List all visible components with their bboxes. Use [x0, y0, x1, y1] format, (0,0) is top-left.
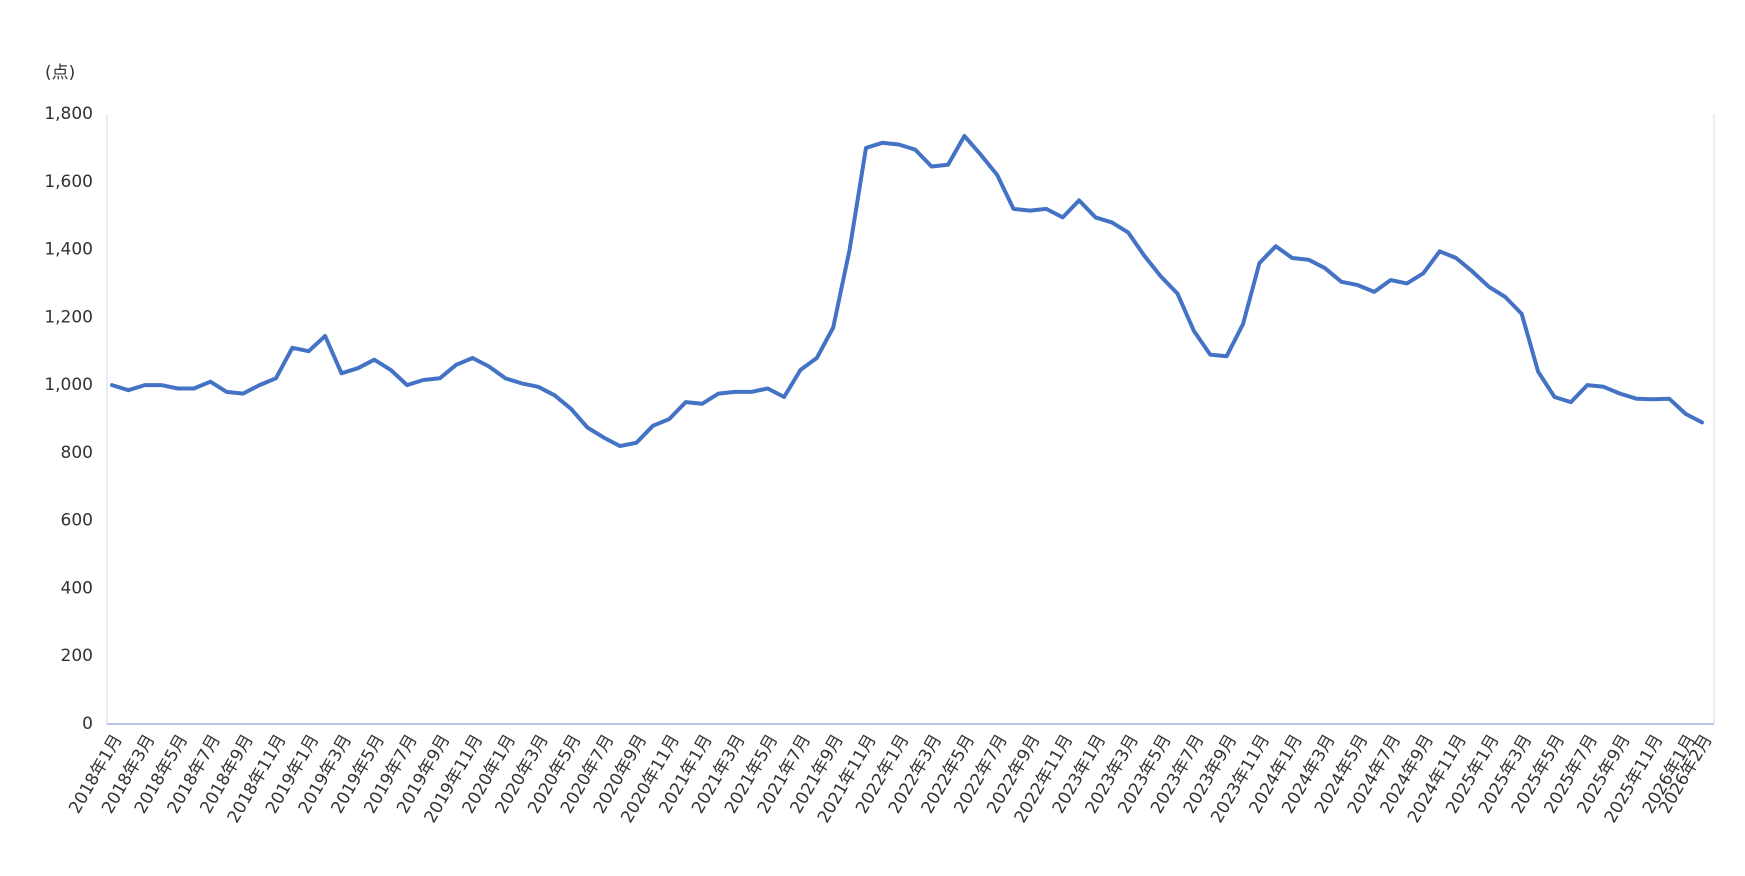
y-tick-label: 1,400	[44, 240, 93, 260]
y-tick-label: 800	[61, 443, 93, 463]
y-tick-label: 1,000	[44, 375, 93, 395]
y-tick-label: 400	[61, 578, 93, 598]
y-tick-label: 1,200	[44, 307, 93, 327]
line-series	[110, 134, 1704, 449]
y-tick-label: 600	[61, 511, 93, 531]
y-tick-label: 1,800	[44, 104, 93, 124]
y-tick-label: 1,600	[44, 172, 93, 192]
y-tick-label: 200	[61, 646, 93, 666]
y-axis-label: (点)	[45, 63, 75, 83]
y-tick-label: 0	[82, 714, 93, 734]
